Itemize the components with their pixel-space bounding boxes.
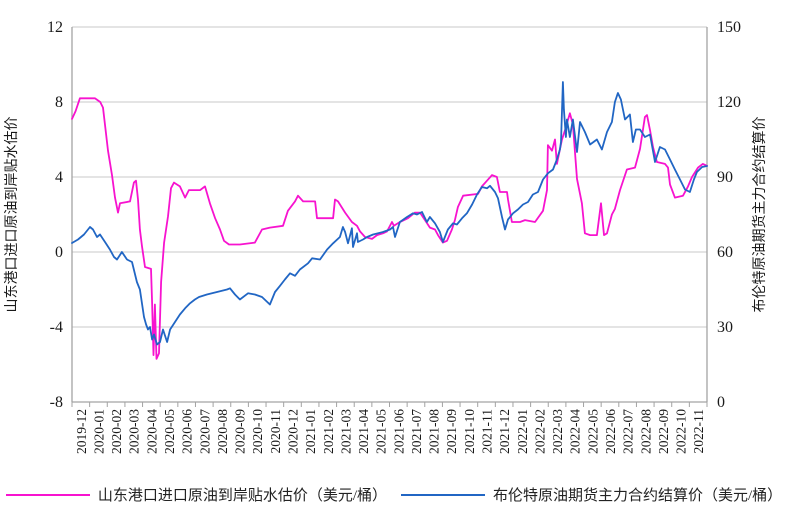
y-right-tick-label: 90: [717, 169, 733, 186]
y-right-axis-title: 布伦特原油期货主力合约结算价: [751, 117, 768, 313]
legend-line-swatch-magenta: [5, 493, 90, 496]
legend-line-swatch-blue: [401, 493, 485, 496]
x-tick-label: 2021-10: [462, 409, 477, 454]
x-tick-label: 2022-10: [674, 409, 689, 454]
x-tick-label: 2022-03: [550, 409, 565, 454]
x-tick-label: 2022-01: [515, 409, 530, 454]
y-left-tick-label: 8: [55, 94, 63, 111]
x-tick-label: 2021-09: [444, 409, 459, 454]
y-right-tick-label: 120: [717, 94, 741, 111]
x-tick-label: 2022-11: [691, 409, 706, 454]
series-line-brent-settlement: [71, 81, 708, 346]
x-tick-label: 2020-05: [162, 409, 177, 454]
x-tick-label: 2020-07: [197, 409, 212, 454]
y-left-axis-title: 山东港口进口原油到岸贴水估价: [4, 117, 20, 313]
x-tick-label: 2022-02: [532, 409, 547, 454]
legend-label: 山东港口进口原油到岸贴水估价（美元/桶）: [97, 488, 387, 504]
x-tick-label: 2021-01: [303, 409, 318, 454]
y-right-tick-label: 30: [717, 319, 733, 336]
x-tick-label: 2022-04: [568, 409, 583, 454]
legend-label: 布伦特原油期货主力合约结算价（美元/桶）: [493, 488, 783, 504]
x-tick-label: 2022-05: [585, 409, 600, 454]
x-tick-label: 2020-11: [268, 409, 283, 454]
x-tick-label: 2022-07: [621, 409, 636, 454]
y-right-tick-label: 150: [717, 19, 741, 36]
x-tick-label: 2020-06: [180, 409, 195, 454]
x-tick-label: 2022-06: [603, 409, 618, 454]
x-tick-label: 2020-01: [91, 409, 106, 454]
x-tick-label: 2021-12: [497, 409, 512, 454]
y-right-tick-label: 0: [717, 394, 725, 411]
y-right-tick-label: 60: [717, 244, 733, 261]
x-tick-label: 2022-08: [638, 409, 653, 454]
x-tick-label: 2021-11: [480, 409, 495, 454]
y-left-tick-label: 0: [55, 244, 63, 261]
y-left-tick-label: 12: [47, 19, 63, 36]
x-tick-label: 2022-09: [656, 409, 671, 454]
x-tick-label: 2020-09: [233, 409, 248, 454]
x-tick-label: 2021-07: [409, 409, 424, 454]
x-tick-label: 2019-12: [74, 409, 89, 454]
legend-item-brent-settlement: 布伦特原油期货主力合约结算价（美元/桶）: [401, 484, 782, 505]
y-left-tick-label: -4: [50, 319, 63, 336]
x-tick-label: 2021-02: [321, 409, 336, 454]
x-tick-label: 2021-04: [356, 409, 371, 454]
legend-item-shandong-premium: 山东港口进口原油到岸贴水估价（美元/桶）: [5, 484, 387, 505]
x-tick-label: 2020-10: [250, 409, 265, 454]
x-tick-label: 2021-08: [427, 409, 442, 454]
y-left-tick-label: 4: [55, 169, 63, 186]
x-tick-label: 2021-05: [374, 409, 389, 454]
x-tick-label: 2021-03: [338, 409, 353, 454]
chart-legend: 山东港口进口原油到岸贴水估价（美元/桶） 布伦特原油期货主力合约结算价（美元/桶…: [0, 484, 788, 505]
x-tick-label: 2020-03: [127, 409, 142, 454]
x-tick-label: 2020-04: [144, 409, 159, 454]
x-tick-label: 2020-12: [285, 409, 300, 454]
x-tick-label: 2020-08: [215, 409, 230, 454]
series-line-shandong-premium: [71, 97, 708, 360]
x-tick-label: 2021-06: [391, 409, 406, 454]
y-left-tick-label: -8: [50, 394, 63, 411]
x-tick-label: 2020-02: [109, 409, 124, 454]
